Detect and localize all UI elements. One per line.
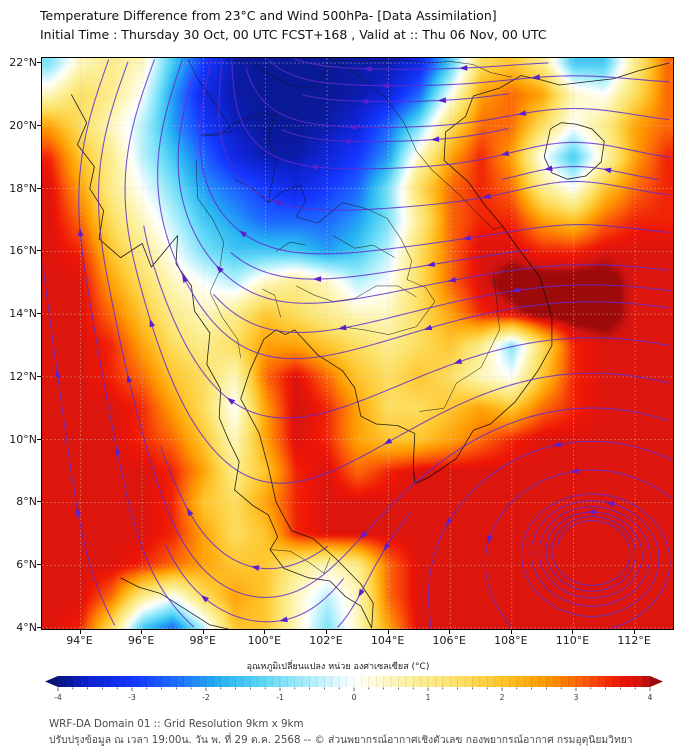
y-axis-tick <box>37 62 41 64</box>
y-axis-label: 12°N <box>9 369 37 383</box>
y-axis-tick <box>37 438 41 440</box>
x-axis-label: 96°E <box>127 634 155 647</box>
x-axis-tick <box>387 630 389 634</box>
x-axis-label: 100°E <box>247 634 282 647</box>
x-axis-tick <box>264 630 266 634</box>
colorbar-canvas <box>44 675 664 693</box>
y-axis-tick <box>37 501 41 503</box>
colorbar-tick-label: 3 <box>573 693 579 702</box>
y-axis-label: 16°N <box>9 244 37 258</box>
y-axis-tick <box>37 124 41 126</box>
y-axis-label: 22°N <box>9 56 37 70</box>
x-axis-tick <box>325 630 327 634</box>
chart-header: Temperature Difference from 23°C and Win… <box>40 7 547 44</box>
x-axis-label: 108°E <box>494 634 528 647</box>
x-axis-label: 104°E <box>370 634 405 647</box>
y-axis-label: 8°N <box>16 495 37 509</box>
x-axis-tick <box>634 630 636 634</box>
footer-domain-info: WRF-DA Domain 01 :: Grid Resolution 9km … <box>49 718 304 730</box>
colorbar-tick-label: 2 <box>499 693 505 702</box>
y-axis-label: 14°N <box>9 307 37 321</box>
x-axis-label: 102°E <box>309 634 343 647</box>
x-axis-label: 112°E <box>617 634 651 647</box>
colorbar-tick-label: -3 <box>128 693 136 702</box>
y-axis-label: 6°N <box>16 558 37 572</box>
chart-footer: WRF-DA Domain 01 :: Grid Resolution 9km … <box>49 717 633 748</box>
x-axis-tick <box>572 630 574 634</box>
y-axis-tick <box>37 250 41 252</box>
y-axis-tick <box>37 375 41 377</box>
y-axis-label: 20°N <box>9 118 37 132</box>
weather-map-canvas <box>42 58 673 629</box>
y-axis-tick <box>37 187 41 189</box>
x-axis-label: 94°E <box>66 634 93 647</box>
x-axis-tick <box>202 630 204 634</box>
x-axis-label: 106°E <box>432 634 466 647</box>
colorbar-label: อุณหภูมิเปลี่ยนแปลง หน่วย องศาเซลเซียส (… <box>246 662 430 672</box>
colorbar-tick-label: -2 <box>202 693 210 702</box>
y-axis-label: 4°N <box>16 621 37 635</box>
y-axis-tick <box>37 627 41 629</box>
colorbar-tick-label: 1 <box>425 693 431 702</box>
x-axis-tick <box>141 630 143 634</box>
y-axis-tick <box>37 564 41 566</box>
y-axis-label: 10°N <box>9 432 37 446</box>
x-axis-label: 110°E <box>555 634 590 647</box>
y-axis-tick <box>37 313 41 315</box>
chart-title: Temperature Difference from 23°C and Win… <box>40 8 497 23</box>
x-axis-tick <box>79 630 81 634</box>
footer-agency-info: ปรับปรุงข้อมูล ณ เวลา 19:00น. วัน พ. ที่… <box>49 733 633 746</box>
colorbar-tick-label: -1 <box>276 693 284 702</box>
colorbar-tick-label: 4 <box>647 693 653 702</box>
colorbar-tick-label: -4 <box>54 693 62 702</box>
x-axis-tick <box>449 630 451 634</box>
colorbar-tick-label: 0 <box>351 693 357 702</box>
chart-subtitle: Initial Time : Thursday 30 Oct, 00 UTC F… <box>40 26 547 42</box>
x-axis-label: 98°E <box>189 634 216 647</box>
map-panel <box>41 57 674 630</box>
x-axis-tick <box>510 630 512 634</box>
y-axis-label: 18°N <box>9 181 37 195</box>
